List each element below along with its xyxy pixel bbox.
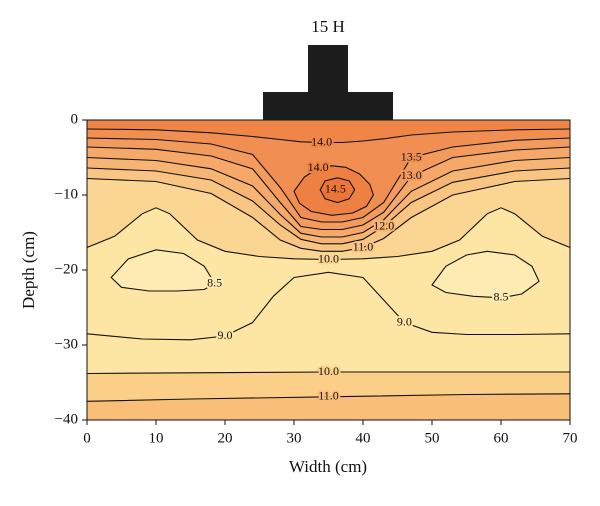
contour-line <box>87 207 570 261</box>
contour-label: 11.0 <box>318 389 339 403</box>
contour-line <box>431 250 540 299</box>
contour-label: 13.0 <box>401 168 422 182</box>
contour-band <box>320 177 355 203</box>
contour-label: 14.0 <box>311 134 332 148</box>
contour-fills <box>87 120 570 420</box>
contour-line <box>87 167 570 245</box>
contour-label: 10.0 <box>318 364 339 378</box>
x-tick-label: 10 <box>149 430 164 446</box>
x-tick-label: 70 <box>563 430 578 446</box>
contour-line <box>87 128 570 144</box>
contour-band <box>87 393 570 420</box>
y-tick-label: −10 <box>55 186 78 202</box>
contour-label: 8.5 <box>494 290 509 304</box>
contour-line <box>87 177 570 252</box>
contour-label: 11.0 <box>353 239 374 253</box>
contour-line <box>87 371 570 375</box>
x-tick-label: 50 <box>425 430 440 446</box>
contour-line <box>87 146 570 231</box>
contour-label: 12.0 <box>373 218 394 232</box>
contour-label: 13.5 <box>401 149 422 163</box>
footing-stem <box>308 45 348 93</box>
contour-line <box>293 165 375 216</box>
contour-line <box>87 393 570 402</box>
x-tick-label: 40 <box>356 430 371 446</box>
y-tick-label: −40 <box>55 411 78 427</box>
x-axis-label: Width (cm) <box>289 457 367 476</box>
contour-band <box>111 249 215 291</box>
contour-lines <box>87 128 570 402</box>
contour-line <box>87 271 570 341</box>
contour-label: 9.0 <box>218 328 233 342</box>
contour-label: 10.0 <box>318 251 339 265</box>
y-axis-label: Depth (cm) <box>19 231 38 309</box>
x-tick-label: 20 <box>218 430 233 446</box>
contour-label: 14.5 <box>325 182 346 196</box>
contour-line <box>110 249 216 292</box>
contour-label: 9.0 <box>397 314 412 328</box>
y-tick-label: −30 <box>55 336 78 352</box>
contour-line <box>87 156 570 238</box>
y-tick-label: −20 <box>55 261 78 277</box>
load-annotation: 15 H <box>311 17 345 36</box>
contour-label: 14.0 <box>308 160 329 174</box>
x-tick-label: 60 <box>494 430 509 446</box>
x-tick-label: 30 <box>287 430 302 446</box>
contour-band <box>432 251 539 298</box>
x-tick-label: 0 <box>83 430 91 446</box>
axes: 0 10 20 30 40 50 60 70 −40 −30 −20 −10 0 <box>55 111 578 446</box>
contour-labels: 10.0 11.0 12.0 13.0 13.5 14.0 14.0 14.5 9.0 9.0 8.… <box>205 132 510 404</box>
contour-label: 8.5 <box>207 275 222 289</box>
y-tick-label: 0 <box>71 111 79 127</box>
contour-band <box>87 120 570 143</box>
contour-line <box>87 137 570 223</box>
footing-base <box>263 92 393 120</box>
contour-line <box>319 177 356 204</box>
